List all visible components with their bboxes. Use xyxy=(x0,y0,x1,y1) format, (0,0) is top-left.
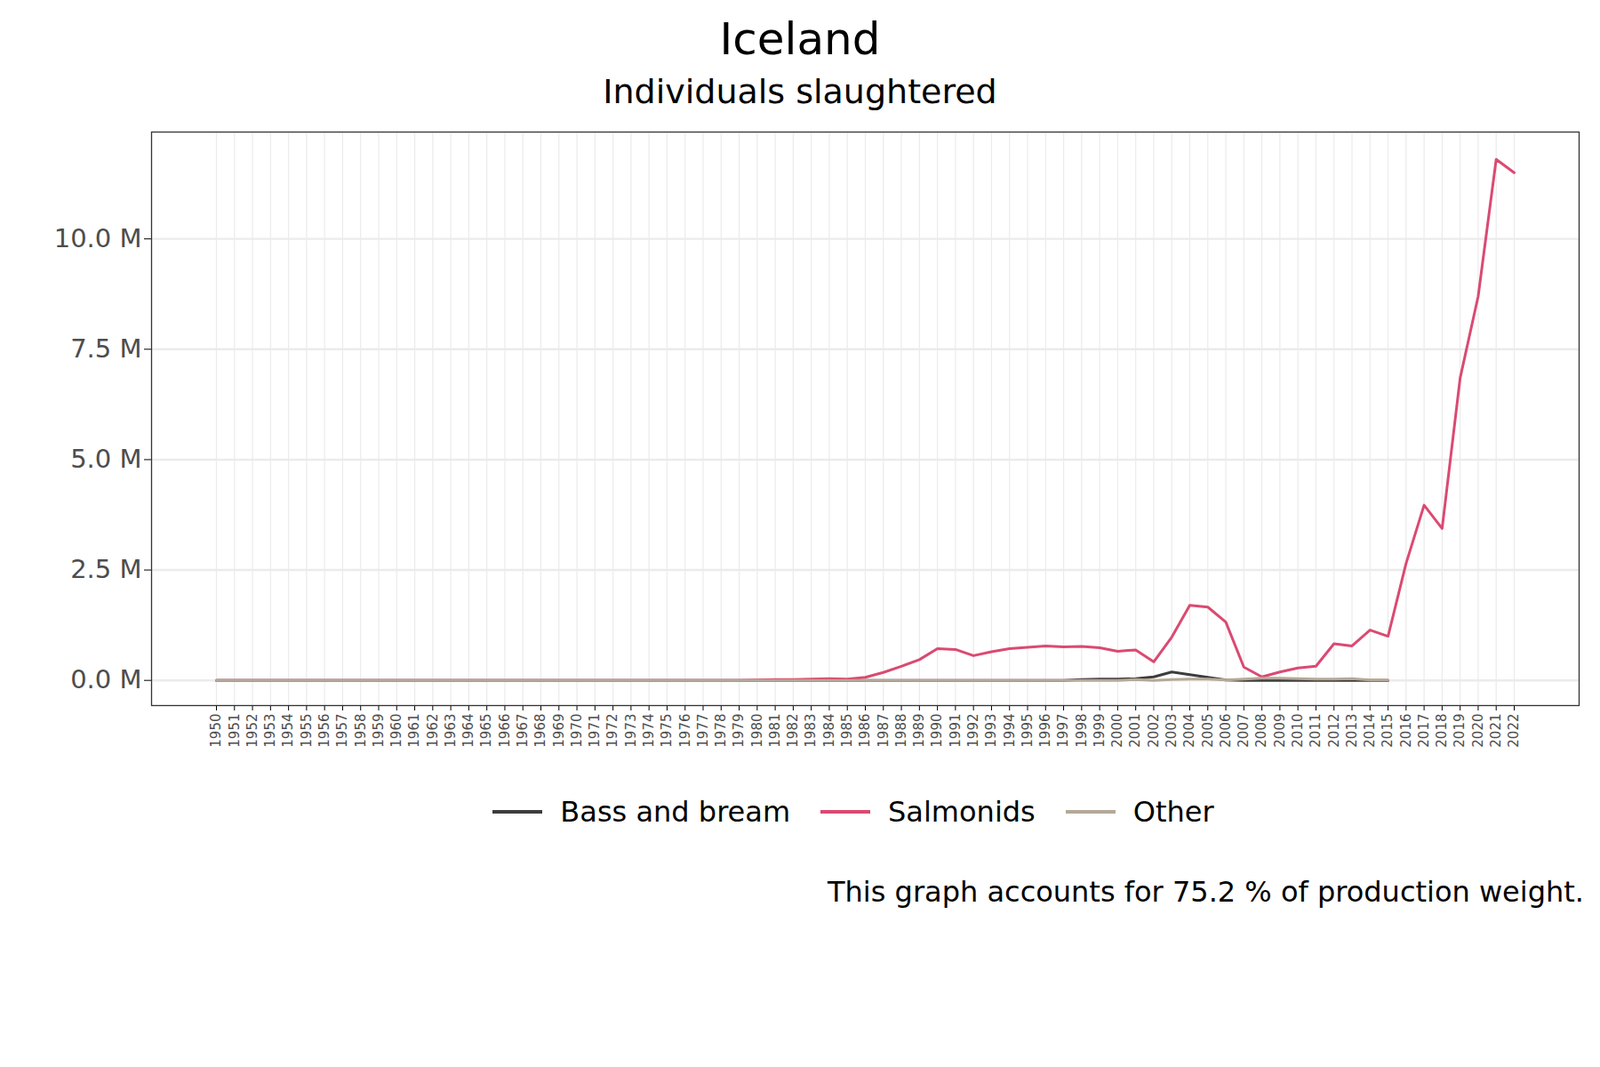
html-text:Other: Other xyxy=(1133,794,1214,829)
svg-text:2009: 2009 xyxy=(1272,713,1288,748)
svg-text:1993: 1993 xyxy=(983,713,1000,748)
html-text:Individuals slaughtered: Individuals slaughtered xyxy=(602,72,998,112)
svg-text:2006: 2006 xyxy=(1217,713,1234,748)
svg-text:2004: 2004 xyxy=(1181,713,1198,748)
svg-text:1998: 1998 xyxy=(1073,713,1090,748)
svg-text:1958: 1958 xyxy=(352,713,369,748)
svg-text:2021: 2021 xyxy=(1488,713,1504,748)
svg-text:2008: 2008 xyxy=(1253,713,1270,748)
svg-text:1952: 1952 xyxy=(244,713,261,748)
svg-text:10.0 M: 10.0 M xyxy=(54,223,143,254)
svg-text:1965: 1965 xyxy=(478,713,495,748)
svg-text:1992: 1992 xyxy=(965,713,982,748)
svg-text:1990: 1990 xyxy=(928,713,945,748)
svg-text:1978: 1978 xyxy=(712,713,729,748)
svg-text:1994: 1994 xyxy=(1001,713,1018,748)
svg-text:1976: 1976 xyxy=(677,713,694,748)
svg-text:1997: 1997 xyxy=(1055,713,1072,748)
svg-text:5.0 M: 5.0 M xyxy=(70,443,142,474)
svg-text:1974: 1974 xyxy=(640,713,657,748)
html-text:This graph accounts for 75.2 %: This graph accounts for 75.2 % of produc… xyxy=(827,874,1584,909)
svg-text:1977: 1977 xyxy=(695,713,712,748)
svg-text:1954: 1954 xyxy=(280,713,296,748)
svg-text:1980: 1980 xyxy=(749,713,766,748)
svg-text:2.5 M: 2.5 M xyxy=(70,553,142,584)
svg-text:2015: 2015 xyxy=(1379,713,1396,748)
svg-text:1996: 1996 xyxy=(1037,713,1054,748)
svg-text:1979: 1979 xyxy=(730,713,747,748)
svg-text:2002: 2002 xyxy=(1145,713,1162,748)
svg-text:1985: 1985 xyxy=(839,713,856,748)
svg-text:1953: 1953 xyxy=(262,713,279,748)
svg-text:1950: 1950 xyxy=(208,713,224,748)
svg-text:1959: 1959 xyxy=(370,713,387,748)
svg-text:2005: 2005 xyxy=(1200,713,1216,748)
svg-text:1956: 1956 xyxy=(316,713,333,748)
svg-text:1963: 1963 xyxy=(442,713,459,748)
svg-text:1955: 1955 xyxy=(298,713,315,748)
svg-text:1961: 1961 xyxy=(406,713,423,748)
html-text:Bass and bream: Bass and bream xyxy=(560,794,791,829)
svg-text:1967: 1967 xyxy=(514,713,531,748)
svg-text:2019: 2019 xyxy=(1451,713,1468,748)
html-text:Salmonids: Salmonids xyxy=(888,794,1036,829)
svg-text:1970: 1970 xyxy=(568,713,585,748)
svg-text:1982: 1982 xyxy=(784,713,801,748)
svg-text:2018: 2018 xyxy=(1433,713,1450,748)
svg-text:2010: 2010 xyxy=(1289,713,1306,748)
svg-text:1972: 1972 xyxy=(604,713,621,748)
svg-text:1981: 1981 xyxy=(767,713,784,748)
svg-text:2007: 2007 xyxy=(1235,713,1252,748)
svg-text:1991: 1991 xyxy=(947,713,964,748)
svg-text:1986: 1986 xyxy=(856,713,873,748)
svg-text:1969: 1969 xyxy=(551,713,568,748)
html-text:Iceland: Iceland xyxy=(719,13,881,65)
svg-text:2017: 2017 xyxy=(1416,713,1432,748)
svg-text:1999: 1999 xyxy=(1091,713,1108,748)
svg-text:1975: 1975 xyxy=(658,713,675,748)
svg-text:1988: 1988 xyxy=(893,713,910,748)
svg-text:1995: 1995 xyxy=(1019,713,1036,748)
svg-text:2013: 2013 xyxy=(1344,713,1360,748)
svg-text:7.5 M: 7.5 M xyxy=(70,333,142,364)
svg-text:1989: 1989 xyxy=(911,713,928,748)
svg-text:2020: 2020 xyxy=(1470,713,1487,748)
svg-text:1973: 1973 xyxy=(623,713,640,748)
svg-text:2011: 2011 xyxy=(1307,713,1324,748)
svg-text:1987: 1987 xyxy=(875,713,892,748)
svg-text:2003: 2003 xyxy=(1163,713,1180,748)
svg-text:1960: 1960 xyxy=(388,713,405,748)
svg-text:1983: 1983 xyxy=(802,713,819,748)
svg-text:0.0 M: 0.0 M xyxy=(70,664,142,695)
svg-text:2016: 2016 xyxy=(1398,713,1415,748)
svg-text:1966: 1966 xyxy=(496,713,513,748)
svg-text:2014: 2014 xyxy=(1361,713,1378,748)
svg-text:2012: 2012 xyxy=(1326,713,1343,748)
svg-text:1968: 1968 xyxy=(532,713,549,748)
svg-text:1971: 1971 xyxy=(586,713,603,748)
svg-text:1957: 1957 xyxy=(334,713,351,748)
svg-text:1984: 1984 xyxy=(821,713,838,748)
svg-text:1964: 1964 xyxy=(460,713,477,748)
svg-text:1951: 1951 xyxy=(226,713,243,748)
svg-text:1962: 1962 xyxy=(424,713,441,748)
svg-text:2001: 2001 xyxy=(1127,713,1144,748)
svg-text:2000: 2000 xyxy=(1109,713,1126,748)
svg-text:2022: 2022 xyxy=(1505,713,1522,748)
